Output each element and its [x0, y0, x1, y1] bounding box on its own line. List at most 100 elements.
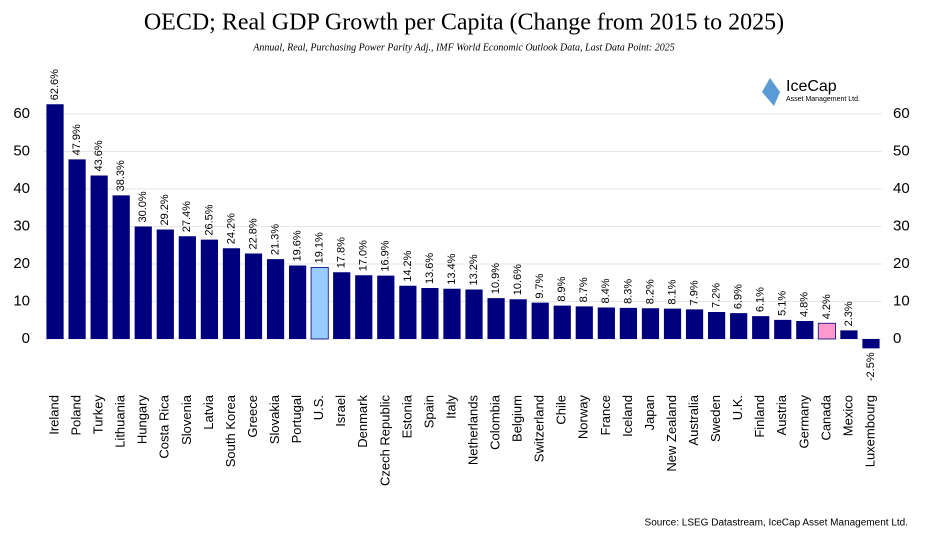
- bar: [333, 272, 351, 339]
- logo-tagline: Asset Management Ltd.: [786, 96, 860, 103]
- value-label: 27.4%: [181, 201, 193, 232]
- value-label: 7.2%: [711, 283, 723, 308]
- value-label: 13.6%: [424, 253, 436, 284]
- logo-name: IceCap: [786, 78, 837, 95]
- bar: [817, 322, 836, 340]
- value-label: 8.1%: [666, 279, 678, 304]
- bar: [112, 195, 130, 339]
- bar: [68, 159, 86, 339]
- bar: [774, 319, 792, 339]
- bar: [531, 302, 549, 339]
- x-tick-label: Poland: [69, 395, 84, 435]
- value-label: 4.8%: [799, 292, 811, 317]
- y-tick-label: 40: [13, 180, 30, 197]
- value-label: 38.3%: [115, 160, 127, 191]
- value-label: 2.3%: [843, 301, 855, 326]
- value-label: 9.7%: [534, 273, 546, 298]
- y2-tick-label: 30: [893, 217, 910, 234]
- bar: [355, 275, 373, 339]
- x-tick-label: Hungary: [135, 395, 150, 445]
- value-label: 10.6%: [512, 264, 524, 295]
- value-label: 8.3%: [622, 279, 634, 304]
- y-tick-label: 60: [13, 105, 30, 122]
- value-label: 47.9%: [71, 124, 83, 155]
- bar: [222, 248, 241, 339]
- value-label: 43.6%: [93, 140, 105, 171]
- x-tick-label: Lithuania: [113, 394, 128, 448]
- x-tick-label: Costa Rica: [157, 394, 172, 458]
- chart-subtitle: Annual, Real, Purchasing Power Parity Ad…: [252, 42, 675, 53]
- bar: [46, 104, 64, 339]
- value-label: 8.4%: [600, 278, 612, 303]
- x-tick-label: Israel: [333, 395, 348, 427]
- x-tick-label: Estonia: [399, 394, 414, 438]
- value-label: 17.0%: [358, 240, 370, 271]
- bar: [244, 253, 263, 339]
- bar: [641, 308, 660, 339]
- value-label: 26.5%: [203, 204, 215, 235]
- x-tick-label: Austria: [774, 394, 789, 435]
- x-tick-label: Germany: [796, 395, 811, 449]
- x-tick-label: Spain: [421, 395, 436, 428]
- value-label: 62.6%: [49, 69, 61, 100]
- bar: [752, 316, 770, 339]
- x-tick-label: Turkey: [91, 395, 106, 435]
- y-tick-label: 30: [13, 217, 30, 234]
- y2-tick-label: 10: [893, 292, 910, 309]
- bar: [266, 259, 285, 339]
- bar: [553, 305, 571, 339]
- value-label: 8.7%: [578, 277, 590, 302]
- bar: [509, 299, 527, 339]
- x-tick-label: Netherlands: [465, 395, 480, 466]
- value-label: 8.2%: [644, 279, 656, 304]
- value-label: 21.3%: [269, 224, 281, 255]
- x-tick-label: Denmark: [355, 395, 370, 448]
- value-label: 19.6%: [292, 230, 304, 261]
- x-tick-label: Czech Republic: [377, 395, 392, 487]
- bar: [840, 330, 858, 339]
- bar: [90, 175, 108, 339]
- bar: [289, 265, 307, 339]
- bar: [156, 229, 174, 339]
- x-tick-label: Luxembourg: [862, 395, 877, 467]
- x-tick-label: Switzerland: [532, 395, 547, 462]
- bar: [465, 289, 483, 339]
- logo: IceCap Asset Management Ltd.: [762, 78, 860, 106]
- source-note: Source: LSEG Datastream, IceCap Asset Ma…: [645, 518, 908, 529]
- y2-tick-label: 60: [893, 105, 910, 122]
- x-tick-label: Portugal: [289, 395, 304, 444]
- x-tick-label: Japan: [642, 395, 657, 430]
- bar: [310, 266, 329, 340]
- x-tick-label: U.S.: [311, 395, 326, 420]
- value-label: 19.1%: [314, 232, 326, 263]
- logo-icon: [762, 78, 780, 106]
- x-tick-label: France: [598, 395, 613, 435]
- y-tick-label: 0: [22, 330, 30, 347]
- bar: [575, 306, 593, 339]
- x-tick-label: Chile: [554, 395, 569, 425]
- x-tick-label: Australia: [686, 394, 701, 445]
- value-label: 17.8%: [336, 237, 348, 268]
- x-tick-label: South Korea: [223, 394, 238, 467]
- bar: [796, 321, 814, 339]
- x-tick-label: Sweden: [708, 395, 723, 442]
- value-label: 6.1%: [755, 287, 767, 312]
- value-label: 22.8%: [247, 218, 259, 249]
- value-label: 13.2%: [468, 254, 480, 285]
- x-tick-label: Iceland: [620, 395, 635, 437]
- bar: [862, 339, 880, 349]
- y2-tick-label: 0: [893, 330, 901, 347]
- x-tick-label: Latvia: [201, 394, 216, 429]
- value-label: 10.9%: [490, 263, 502, 294]
- bar: [619, 307, 637, 339]
- value-label: 7.9%: [688, 280, 700, 305]
- x-tick-label: Norway: [576, 395, 591, 440]
- x-tick-label: Ireland: [46, 395, 61, 435]
- value-label: 13.4%: [446, 253, 458, 284]
- bar: [685, 309, 704, 339]
- y-tick-label: 10: [13, 292, 30, 309]
- bar: [663, 308, 682, 339]
- x-tick-label: New Zealand: [664, 395, 679, 472]
- y-tick-label: 50: [13, 142, 30, 159]
